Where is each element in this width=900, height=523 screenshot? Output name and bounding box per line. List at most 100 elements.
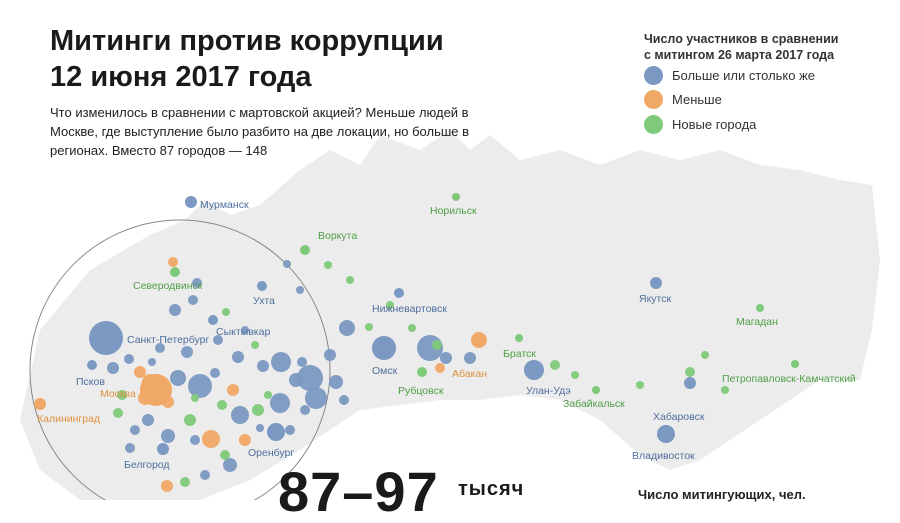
city-bubble: [283, 260, 291, 268]
city-bubble-18: [657, 425, 675, 443]
european-russia-circle: [29, 219, 331, 500]
city-bubble: [257, 360, 269, 372]
city-bubble-3: [170, 267, 180, 277]
city-bubble: [701, 351, 709, 359]
city-bubble: [213, 335, 223, 345]
city-bubble: [113, 408, 123, 418]
legend-title-line-1: Число участников в сравнении: [644, 32, 839, 46]
city-bubble: [124, 354, 134, 364]
city-bubble: [190, 435, 200, 445]
city-bubble: [239, 434, 251, 446]
city-bubble: [134, 366, 146, 378]
city-bubble: [440, 352, 452, 364]
legend-item-more: Больше или столько же: [644, 63, 884, 88]
city-bubble: [252, 404, 264, 416]
city-bubble: [231, 406, 249, 424]
city-bubble: [142, 414, 154, 426]
city-bubble: [202, 430, 220, 448]
city-bubble: [222, 308, 230, 316]
city-label: Белгород: [124, 459, 170, 471]
city-label: Омск: [372, 365, 398, 377]
city-bubble: [571, 371, 579, 379]
russia-landmass: [20, 130, 880, 500]
legend-dot-blue: [644, 65, 663, 85]
city-bubble: [297, 357, 307, 367]
city-bubble: [464, 352, 476, 364]
legend-title-line-2: с митингом 26 марта 2017 года: [644, 48, 835, 62]
city-bubble-15: [592, 386, 600, 394]
city-bubble: [148, 358, 156, 366]
city-bubble: [339, 395, 349, 405]
city-bubble: [432, 340, 442, 350]
city-bubble: [107, 362, 119, 374]
title-line-1: Митинги против коррупции: [50, 25, 444, 57]
city-bubble: [130, 425, 140, 435]
russia-map: Мурманск Норильск Воркута Северодвинск Ухта С…: [20, 130, 880, 500]
participants-unit: тысяч: [458, 478, 525, 500]
city-label: Рубцовск: [398, 385, 444, 397]
legend-item-less: Меньше: [644, 88, 884, 113]
city-bubble-5: [208, 315, 218, 325]
city-bubble-19: [87, 360, 97, 370]
city-bubble: [223, 458, 237, 472]
city-label: Владивосток: [632, 450, 695, 462]
city-bubble-11: [372, 336, 396, 360]
city-bubble: [188, 374, 212, 398]
city-label: Абакан: [452, 368, 487, 380]
city-bubble: [184, 414, 196, 426]
city-bubble: [227, 384, 239, 396]
city-bubble: [305, 387, 327, 409]
city-bubble: [232, 351, 244, 363]
city-bubble: [296, 286, 304, 294]
city-bubble-22: [157, 443, 169, 455]
city-bubble-7: [394, 288, 404, 298]
title-line-2: 12 июня 2017 года: [50, 60, 312, 93]
city-bubble: [636, 381, 644, 389]
city-bubble: [550, 360, 560, 370]
legend-dot-green: [644, 114, 663, 134]
city-label: Петропавловск-Камчатский: [722, 373, 856, 385]
city-bubble-14: [524, 360, 544, 380]
city-label: Норильск: [430, 205, 477, 217]
city-bubble: [181, 346, 193, 358]
city-bubble: [339, 320, 355, 336]
city-bubble-23: [267, 423, 285, 441]
city-bubble: [386, 301, 394, 309]
city-bubble: [256, 424, 264, 432]
city-bubble: [721, 386, 729, 394]
city-bubble: [155, 343, 165, 353]
city-label: Калининград: [37, 413, 100, 425]
city-bubble: [188, 295, 198, 305]
city-bubble-12: [471, 332, 487, 348]
city-bubble-4: [257, 281, 267, 291]
city-label: Воркута: [318, 230, 357, 242]
city-bubble: [241, 326, 249, 334]
city-label: Нижневартовск: [372, 303, 447, 315]
legend-label: Больше или столько же: [672, 67, 816, 83]
city-bubble: [251, 341, 259, 349]
city-label: Хабаровск: [653, 411, 705, 423]
city-bubble: [125, 443, 135, 453]
city-label: Оренбург: [248, 447, 294, 459]
city-bubble: [210, 368, 220, 378]
city-bubble-0: [185, 196, 197, 208]
city-bubble-17: [684, 377, 696, 389]
city-bubble: [192, 278, 202, 288]
city-bubble: [285, 425, 295, 435]
city-bubble: [117, 390, 127, 400]
participants-label: Число митингующих, чел.: [638, 487, 806, 502]
city-bubble: [180, 477, 190, 487]
city-label: Санкт-Петербург: [127, 334, 210, 346]
legend-title: Число участников в сравнении с митингом …: [644, 31, 884, 63]
city-bubble: [324, 261, 332, 269]
city-label: Мурманск: [200, 199, 249, 211]
city-bubble: [324, 349, 336, 361]
city-label: Улан-Удэ: [526, 385, 571, 397]
city-label: Сыктывкар: [216, 326, 270, 338]
city-bubble: [346, 276, 354, 284]
city-bubble: [365, 323, 373, 331]
city-bubble: [329, 375, 343, 389]
city-bubble: [161, 429, 175, 443]
legend: Число участников в сравнении с митингом …: [644, 31, 884, 137]
legend-item-new: Новые города: [644, 112, 884, 137]
